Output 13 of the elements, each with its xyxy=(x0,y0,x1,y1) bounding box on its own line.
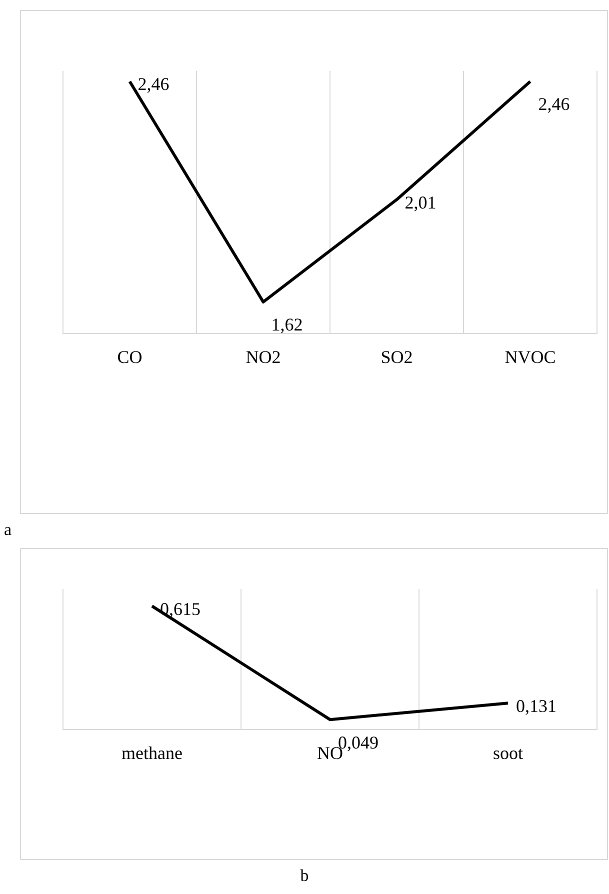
data-label: 2,46 xyxy=(138,74,170,94)
data-label: 2,46 xyxy=(538,94,570,114)
x-tick-label: NVOC xyxy=(504,346,556,367)
x-tick-label: soot xyxy=(492,742,524,763)
x-tick-label: NO2 xyxy=(246,346,281,367)
data-label: 1,62 xyxy=(271,314,303,335)
x-tick-label: CO xyxy=(117,346,142,367)
text: a xyxy=(4,520,12,540)
data-label: 2,01 xyxy=(404,192,436,212)
x-tick-label: methane xyxy=(122,742,182,763)
data-label: 0,131 xyxy=(516,696,556,716)
text: b xyxy=(299,866,310,886)
x-tick-label: SO2 xyxy=(380,346,413,367)
